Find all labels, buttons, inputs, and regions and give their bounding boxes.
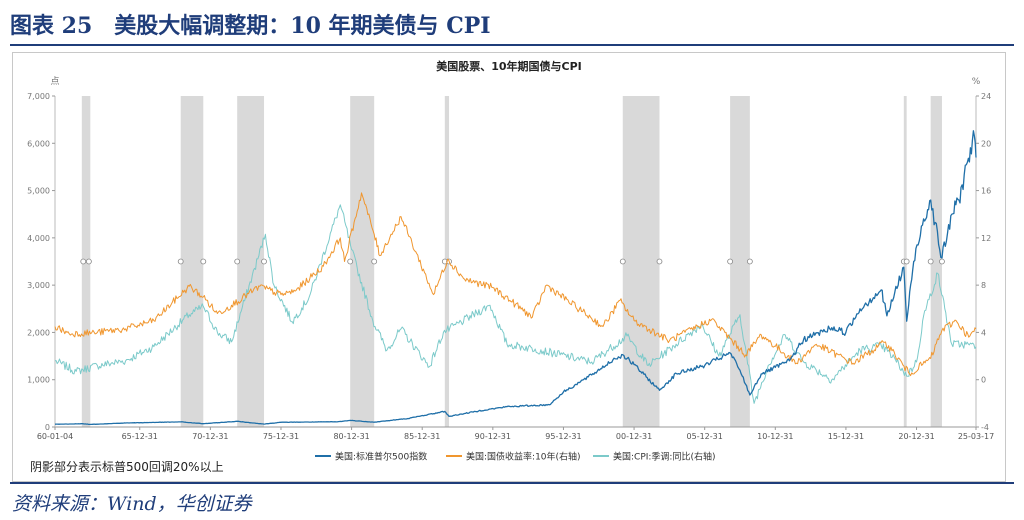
header-rule xyxy=(10,44,1014,46)
drawdown-marker xyxy=(177,258,184,265)
x-tick-label: 00-12-31 xyxy=(616,432,652,441)
left-tick-label: 2,000 xyxy=(27,328,50,337)
drawdown-markers xyxy=(80,258,945,265)
legend-label-1: 美国:国债收益率:10年(右轴) xyxy=(466,451,581,463)
x-tick-label: 95-12-31 xyxy=(545,432,581,441)
x-tick-label: 05-12-31 xyxy=(687,432,723,441)
x-tick-label: 15-12-31 xyxy=(828,432,864,441)
x-tick-label: 75-12-31 xyxy=(263,432,299,441)
x-tick-label: 80-12-31 xyxy=(333,432,369,441)
chart-title: 美国股票、10年期国债与CPI xyxy=(436,59,582,73)
drawdown-shading xyxy=(81,96,942,427)
drawdown-marker xyxy=(727,258,734,265)
drawdown-marker xyxy=(903,258,910,265)
left-tick-label: 0 xyxy=(45,423,50,432)
legend-label-0: 美国:标准普尔500指数 xyxy=(335,451,427,463)
legend-label-2: 美国:CPI:季调:同比(右轴) xyxy=(613,451,716,463)
series-line-1 xyxy=(54,192,977,377)
drawdown-marker xyxy=(200,258,207,265)
right-tick-label: 20 xyxy=(981,139,991,148)
drawdown-marker xyxy=(746,258,753,265)
right-tick-label: 4 xyxy=(981,328,986,337)
drawdown-marker xyxy=(347,258,354,265)
series-line-2 xyxy=(54,204,977,404)
chart: 美国股票、10年期国债与CPI 点 % 0 1,000 2,000 3,000 4,00… xyxy=(27,59,994,463)
drawdown-band-5 xyxy=(622,96,660,427)
drawdown-band-6 xyxy=(730,96,750,427)
drawdown-marker xyxy=(656,258,663,265)
drawdown-band-3 xyxy=(350,96,375,427)
series-line-0 xyxy=(54,130,977,426)
right-tick-label: 16 xyxy=(981,187,991,196)
drawdown-band-8 xyxy=(930,96,942,427)
drawdown-marker xyxy=(80,258,87,265)
tick-labels: 0 1,000 2,000 3,000 4,000 5,000 6,000 7,000 -4 0 4… xyxy=(27,92,994,441)
footer-rule xyxy=(10,482,1014,484)
drawdown-marker xyxy=(939,258,945,265)
drawdown-marker xyxy=(234,258,241,265)
right-tick-label: 24 xyxy=(981,92,991,101)
left-tick-label: 3,000 xyxy=(27,281,50,290)
left-tick-label: 7,000 xyxy=(27,92,50,101)
drawdown-band-1 xyxy=(180,96,204,427)
source-note: 资料来源：Wind，华创证券 xyxy=(12,493,252,515)
left-axis-unit: 点 xyxy=(50,76,59,87)
shading-footnote: 阴影部分表示标普500回调20%以上 xyxy=(30,460,224,474)
left-tick-label: 4,000 xyxy=(27,234,50,243)
right-axis-unit: % xyxy=(972,77,981,87)
drawdown-band-2 xyxy=(237,96,265,427)
left-tick-label: 1,000 xyxy=(27,376,50,385)
x-tick-label: 25-03-17 xyxy=(958,432,994,441)
x-tick-label: 65-12-31 xyxy=(122,432,158,441)
left-tick-label: 5,000 xyxy=(27,187,50,196)
left-tick-label: 6,000 xyxy=(27,139,50,148)
x-tick-label: 70-12-31 xyxy=(192,432,228,441)
x-tick-label: 90-12-31 xyxy=(475,432,511,441)
series-lines xyxy=(54,130,977,426)
right-tick-label: 12 xyxy=(981,234,991,243)
right-tick-label: 0 xyxy=(981,376,986,385)
drawdown-marker xyxy=(927,258,934,265)
drawdown-marker xyxy=(85,258,92,265)
x-tick-label: 85-12-31 xyxy=(404,432,440,441)
right-tick-label: -4 xyxy=(981,423,989,432)
legend: 美国:标准普尔500指数 美国:国债收益率:10年(右轴) 美国:CPI:季调:同比… xyxy=(315,451,716,463)
drawdown-marker xyxy=(261,258,267,265)
figure-header: 图表 25 美股大幅调整期：10 年期美债与 CPI xyxy=(10,13,491,39)
x-tick-label: 60-01-04 xyxy=(37,432,73,441)
chart-panel: 美国股票、10年期国债与CPI 点 % 0 1,000 2,000 3,000 4,00… xyxy=(12,52,1006,482)
drawdown-marker xyxy=(371,258,378,265)
x-tick-label: 20-12-31 xyxy=(898,432,934,441)
right-tick-label: 8 xyxy=(981,281,986,290)
x-tick-label: 10-12-31 xyxy=(757,432,793,441)
drawdown-marker xyxy=(619,258,626,265)
